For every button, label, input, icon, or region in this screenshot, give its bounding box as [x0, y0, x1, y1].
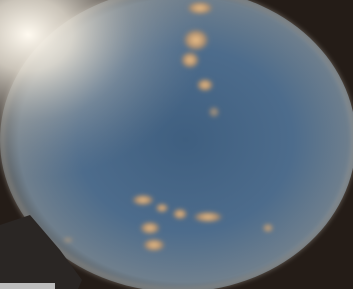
sky-photo — [0, 0, 353, 289]
page-body — [0, 0, 353, 289]
frame-edge — [0, 283, 55, 289]
page: All-sky camera image {} html, body { mar… — [0, 0, 353, 289]
